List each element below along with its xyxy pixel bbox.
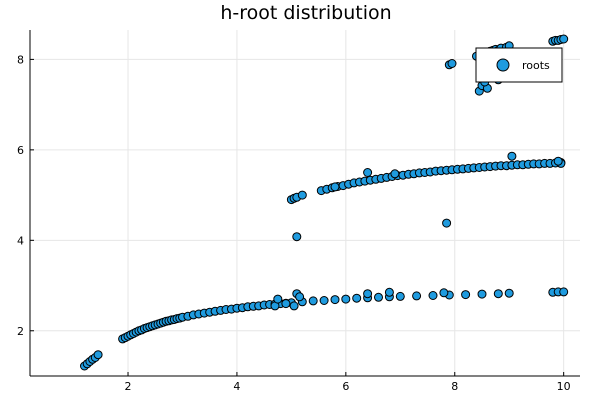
data-point — [507, 151, 517, 161]
data-point — [93, 350, 103, 360]
data-point — [319, 296, 329, 305]
data-point — [493, 289, 503, 299]
data-point — [384, 287, 394, 297]
legend-box — [475, 47, 563, 83]
legend: roots — [475, 47, 563, 83]
data-point — [442, 218, 452, 228]
data-point — [341, 294, 351, 304]
tick-labels: 2 4 6 8 10 2 4 6 8 — [17, 53, 571, 393]
data-point — [439, 288, 449, 298]
x-tick-label: 8 — [451, 380, 458, 393]
x-tick-label: 2 — [125, 380, 132, 393]
y-tick-label: 2 — [17, 325, 24, 338]
data-point — [553, 156, 563, 166]
data-point — [447, 59, 457, 68]
data-point — [363, 289, 373, 299]
data-point — [374, 292, 383, 302]
data-point — [504, 288, 514, 298]
data-point — [289, 301, 299, 311]
y-tick-label: 4 — [17, 234, 24, 247]
x-tick-label: 6 — [342, 380, 349, 393]
legend-marker — [496, 58, 510, 72]
data-point — [330, 295, 340, 305]
y-tick-label: 6 — [17, 144, 24, 157]
data-point — [559, 287, 569, 297]
data-point — [295, 292, 305, 302]
x-tick-label: 4 — [233, 380, 240, 393]
data-point — [395, 291, 405, 301]
data-points — [80, 34, 569, 371]
data-point — [297, 190, 307, 200]
data-point — [292, 232, 302, 242]
data-point — [308, 296, 318, 306]
data-point — [412, 291, 422, 301]
data-point — [273, 294, 283, 304]
axes — [29, 30, 580, 377]
x-tick-label: 10 — [557, 380, 571, 393]
data-point — [281, 299, 291, 309]
data-point — [477, 289, 487, 299]
y-tick-label: 8 — [17, 53, 24, 66]
data-point — [330, 182, 340, 192]
legend-label: roots — [522, 59, 550, 72]
chart-title: h-root distribution — [220, 2, 391, 24]
data-point — [559, 34, 569, 44]
data-point — [352, 293, 362, 303]
data-point — [461, 290, 471, 300]
data-point — [390, 169, 400, 179]
data-point — [428, 291, 438, 300]
data-point — [363, 168, 373, 177]
